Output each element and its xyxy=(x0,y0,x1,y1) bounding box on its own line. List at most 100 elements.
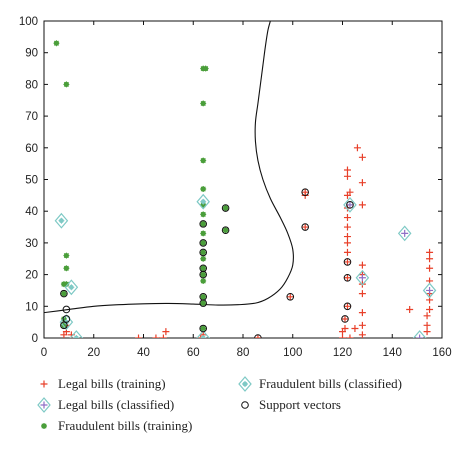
data-point xyxy=(351,324,359,332)
y-axis: 0 10 20 30 40 50 60 70 80 90 100 xyxy=(19,16,442,345)
data-point xyxy=(200,271,207,278)
data-point xyxy=(358,179,366,187)
data-point xyxy=(200,255,207,262)
data-point xyxy=(196,193,210,210)
data-point xyxy=(200,220,207,227)
x-tick-label: 80 xyxy=(237,347,250,359)
data-point xyxy=(343,172,351,180)
decision-boundary-curve xyxy=(44,21,294,314)
data-point xyxy=(343,166,351,174)
data-point xyxy=(426,264,434,272)
legend-label: Legal bills (training) xyxy=(58,376,166,391)
y-tick-label: 0 xyxy=(32,333,38,345)
data-point xyxy=(60,290,67,297)
y-tick-label: 30 xyxy=(25,238,38,250)
x-tick-label: 140 xyxy=(383,347,402,359)
legend-label: Legal bills (classified) xyxy=(58,397,174,412)
data-point xyxy=(202,65,209,72)
data-point xyxy=(254,334,262,338)
data-point xyxy=(426,255,434,263)
data-point xyxy=(358,309,366,317)
data-point xyxy=(200,157,207,164)
data-point xyxy=(69,330,84,338)
data-point xyxy=(199,292,207,301)
legend-label: Fraudulent bills (training) xyxy=(58,418,192,433)
data-point xyxy=(339,334,346,338)
data-point xyxy=(254,334,262,338)
data-point xyxy=(162,328,170,336)
data-point xyxy=(199,324,207,333)
data-point xyxy=(200,277,207,284)
data-point xyxy=(343,302,352,311)
data-point xyxy=(62,315,71,323)
y-tick-label: 40 xyxy=(25,206,38,218)
data-point xyxy=(343,248,351,256)
data-point xyxy=(412,330,427,338)
data-point xyxy=(60,289,68,298)
data-point xyxy=(343,273,352,282)
data-point xyxy=(200,211,207,218)
series-legal-classified xyxy=(343,196,437,338)
data-point xyxy=(54,212,69,229)
legend-marker xyxy=(238,376,252,392)
series-support-vectors xyxy=(60,188,354,338)
plot-layer xyxy=(44,21,437,338)
data-point xyxy=(197,334,205,338)
data-point xyxy=(343,196,357,213)
data-point xyxy=(346,188,354,196)
x-tick-label: 0 xyxy=(41,347,47,359)
data-point xyxy=(343,223,351,231)
data-point xyxy=(343,258,352,266)
legend-marker xyxy=(41,423,47,429)
data-point xyxy=(286,292,295,301)
data-point xyxy=(355,269,370,286)
data-point xyxy=(200,239,207,246)
y-tick-label: 90 xyxy=(25,48,38,60)
data-point xyxy=(343,274,351,282)
data-point xyxy=(221,204,230,212)
data-point xyxy=(301,223,309,231)
y-tick-label: 60 xyxy=(25,143,38,155)
data-point xyxy=(200,325,207,332)
data-point xyxy=(286,293,294,301)
data-point xyxy=(200,300,207,307)
legend-label: Support vectors xyxy=(259,397,341,412)
data-point xyxy=(423,321,431,329)
data-point xyxy=(64,279,79,296)
data-point xyxy=(199,264,207,273)
data-point xyxy=(222,227,229,234)
y-tick-label: 50 xyxy=(25,175,38,187)
data-point xyxy=(423,328,431,336)
legend: Legal bills (training) Legal bills (class… xyxy=(37,376,402,433)
legend-item: Support vectors xyxy=(241,397,341,412)
data-point xyxy=(60,321,68,330)
data-point xyxy=(200,230,207,237)
data-point xyxy=(346,201,354,209)
data-point xyxy=(199,239,207,247)
data-point xyxy=(152,334,160,338)
data-point xyxy=(343,214,351,222)
legend-label: Fraudulent bills (classified) xyxy=(259,376,402,391)
data-point xyxy=(358,290,366,298)
data-point xyxy=(422,282,437,299)
data-point xyxy=(397,225,412,242)
data-point xyxy=(301,223,309,231)
y-tick-label: 20 xyxy=(25,270,38,282)
data-point xyxy=(63,265,70,272)
data-point xyxy=(358,331,366,338)
legend-item: Fraudulent bills (training) xyxy=(41,418,192,433)
data-point xyxy=(222,205,229,212)
y-tick-label: 80 xyxy=(25,79,38,91)
data-point xyxy=(343,258,351,266)
data-point xyxy=(200,186,207,193)
data-point xyxy=(341,315,349,323)
data-point xyxy=(199,220,207,228)
data-point xyxy=(358,321,366,329)
data-point xyxy=(423,312,431,320)
data-point xyxy=(343,302,351,310)
data-point xyxy=(200,249,207,256)
data-point xyxy=(343,233,351,241)
data-point xyxy=(53,40,60,47)
x-tick-label: 20 xyxy=(87,347,100,359)
